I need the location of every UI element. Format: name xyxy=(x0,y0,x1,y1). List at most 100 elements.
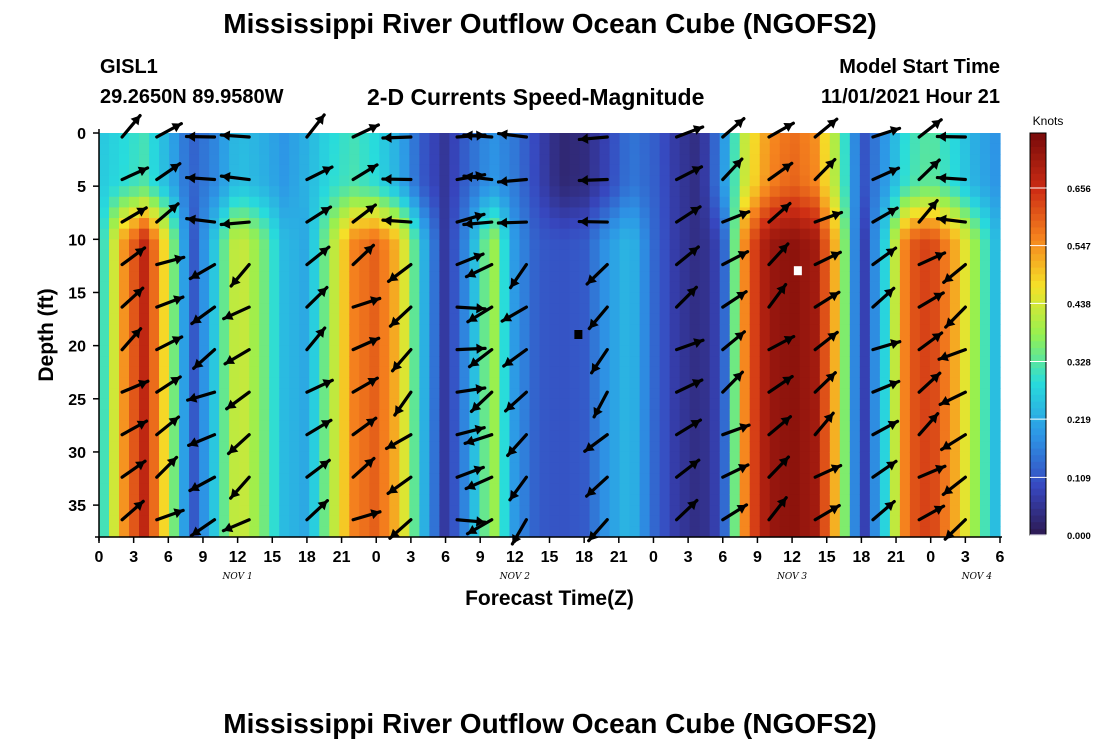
heatmap-cell xyxy=(309,218,320,230)
heatmap-cell xyxy=(789,356,801,368)
heatmap-cell xyxy=(429,473,440,485)
heatmap-cell xyxy=(989,260,1001,272)
heatmap-cell xyxy=(399,281,410,294)
heatmap-cell xyxy=(599,143,611,155)
heatmap-cell xyxy=(219,143,230,155)
heatmap-cell xyxy=(299,335,310,347)
heatmap-cell xyxy=(339,324,350,336)
heatmap-cell xyxy=(149,313,160,325)
heatmap-cell xyxy=(139,409,150,421)
heatmap-cell xyxy=(709,430,721,442)
heatmap-cell xyxy=(889,483,901,496)
heatmap-cell xyxy=(619,228,631,240)
heatmap-cell xyxy=(509,420,521,432)
heatmap-cell xyxy=(989,505,1001,517)
current-vector-head xyxy=(888,166,899,177)
heatmap-cell xyxy=(189,154,200,166)
heatmap-cell xyxy=(759,335,771,347)
heatmap-cell xyxy=(609,143,621,155)
heatmap-cell xyxy=(659,526,671,538)
heatmap-cell xyxy=(179,228,190,240)
heatmap-cell xyxy=(949,164,961,177)
heatmap-cell xyxy=(329,281,340,294)
heatmap-cell xyxy=(829,451,841,464)
colorbar-segment xyxy=(1030,474,1046,482)
heatmap-cell xyxy=(519,271,531,283)
heatmap-cell xyxy=(199,441,210,453)
heatmap-cell xyxy=(689,292,701,304)
heatmap-cell xyxy=(399,398,410,411)
heatmap-cell xyxy=(719,292,731,304)
heatmap-cell xyxy=(399,409,410,421)
heatmap-cell xyxy=(289,133,300,145)
colorbar-segment xyxy=(1030,427,1046,436)
heatmap-cell xyxy=(259,164,270,177)
heatmap-cell xyxy=(419,356,430,368)
heatmap-cell xyxy=(439,324,450,336)
heatmap-cell xyxy=(659,164,671,177)
heatmap-cell xyxy=(509,451,521,464)
heatmap-cell xyxy=(649,515,661,527)
heatmap-cell xyxy=(139,186,150,198)
x-tick-label: 6 xyxy=(164,549,173,566)
heatmap-cell xyxy=(949,356,961,368)
heatmap-cell xyxy=(269,303,280,315)
heatmap-cell xyxy=(99,473,110,485)
heatmap-cell xyxy=(769,462,781,474)
heatmap-cell xyxy=(479,281,491,294)
heatmap-cell xyxy=(299,303,310,315)
heatmap-cell xyxy=(99,196,110,209)
heatmap-cell xyxy=(189,494,200,506)
heatmap-cell xyxy=(699,218,711,230)
heatmap-cell xyxy=(789,218,801,230)
heatmap-cell xyxy=(609,526,621,538)
heatmap-cell xyxy=(689,133,701,145)
heatmap-cell xyxy=(859,324,871,336)
current-vector-head xyxy=(370,509,380,520)
heatmap-cell xyxy=(779,398,791,411)
heatmap-cell xyxy=(729,281,741,294)
heatmap-cell xyxy=(949,526,961,538)
heatmap-cell xyxy=(829,164,841,177)
heatmap-cell xyxy=(639,335,651,347)
heatmap-cell xyxy=(399,313,410,325)
heatmap-cell xyxy=(179,388,190,400)
heatmap-cell xyxy=(889,473,901,485)
heatmap-cell xyxy=(589,186,601,198)
heatmap-cell xyxy=(979,515,991,527)
heatmap-cell xyxy=(309,356,320,368)
heatmap-cell xyxy=(379,228,390,240)
heatmap-cell xyxy=(339,249,350,262)
heatmap-cell xyxy=(399,239,410,251)
heatmap-cell xyxy=(579,420,591,432)
heatmap-cell xyxy=(319,473,330,485)
heatmap-cell xyxy=(729,494,741,506)
heatmap-cell xyxy=(269,143,280,155)
heatmap-cell xyxy=(519,441,531,453)
heatmap-cell xyxy=(359,377,370,389)
heatmap-cell xyxy=(279,441,290,453)
heatmap-cell xyxy=(169,515,180,527)
heatmap-cell xyxy=(399,143,410,155)
heatmap-cell xyxy=(769,218,781,230)
heatmap-cell xyxy=(729,473,741,485)
heatmap-cell xyxy=(149,207,160,219)
heatmap-cell xyxy=(839,218,851,230)
heatmap-cell xyxy=(259,281,270,294)
heatmap-cell xyxy=(579,398,591,411)
heatmap-cell xyxy=(569,420,581,432)
heatmap-cell xyxy=(279,281,290,294)
heatmap-cell xyxy=(969,451,981,464)
heatmap-cell xyxy=(379,377,390,389)
colorbar-segment xyxy=(1030,166,1046,174)
heatmap-cell xyxy=(679,388,691,400)
heatmap-cell xyxy=(429,526,440,538)
heatmap-cell xyxy=(509,473,521,485)
heatmap-cell xyxy=(189,345,200,357)
heatmap-cell xyxy=(99,324,110,336)
heatmap-cell xyxy=(379,515,390,527)
current-vector-head xyxy=(173,295,183,305)
heatmap-cell xyxy=(619,409,631,421)
heatmap-cell xyxy=(729,515,741,527)
heatmap-cell xyxy=(649,313,661,325)
